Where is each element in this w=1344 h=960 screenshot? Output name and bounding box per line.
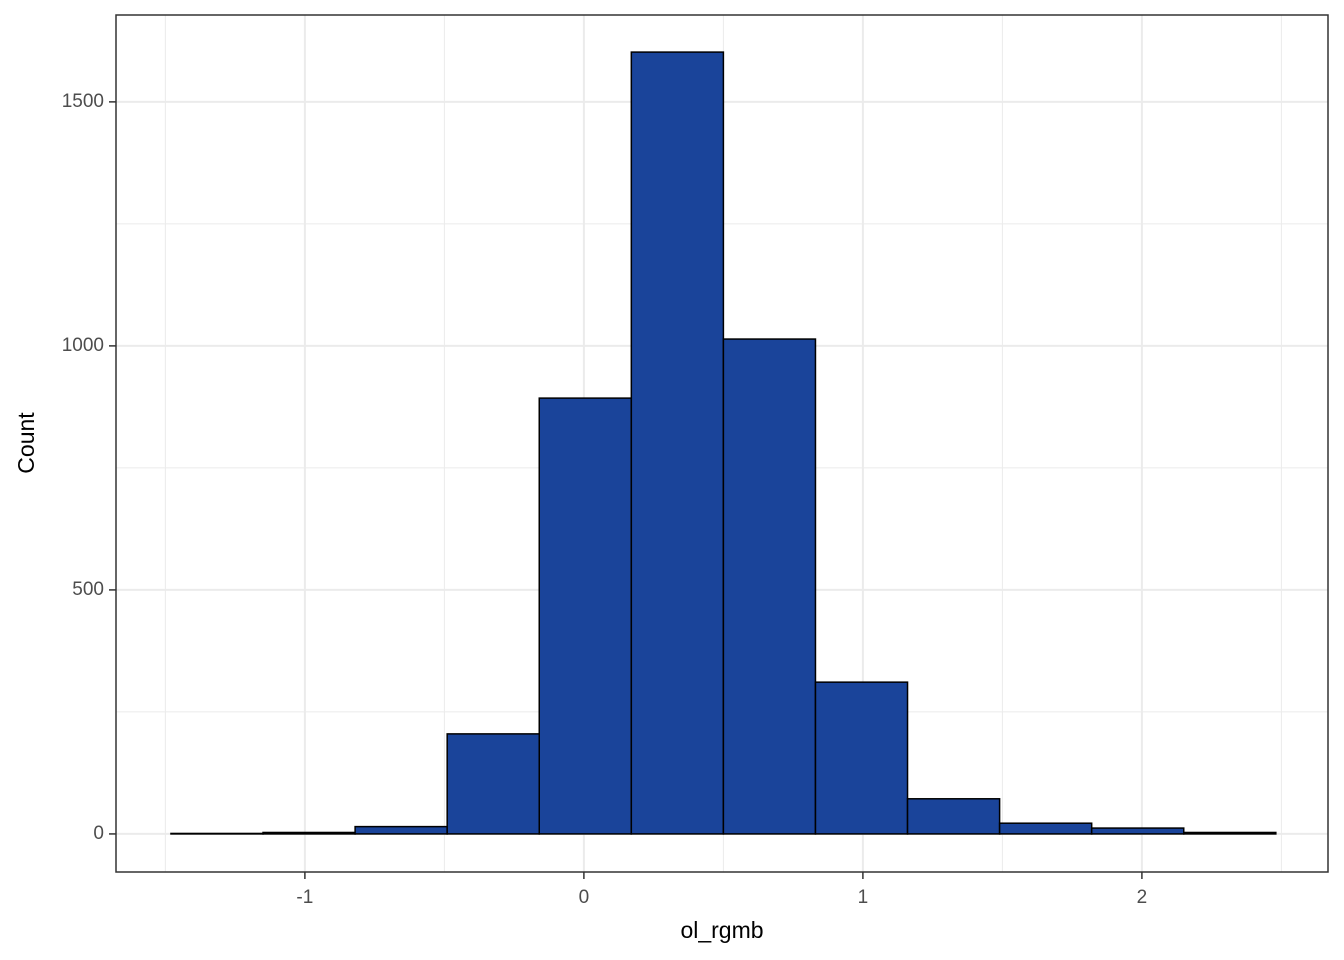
bar — [1183, 831, 1277, 835]
y-tick-label: 0 — [93, 823, 104, 844]
x-tick-label: -1 — [296, 887, 313, 908]
y-axis-label: Count — [13, 412, 39, 474]
bar — [354, 825, 448, 835]
bar — [1090, 827, 1185, 835]
y-tick-label: 1500 — [62, 91, 104, 112]
x-tick-label: 0 — [579, 887, 590, 908]
y-tick-label: 1000 — [62, 335, 104, 356]
bar — [446, 733, 541, 835]
bar — [906, 798, 1001, 835]
x-tick-label: 1 — [858, 887, 869, 908]
bar — [814, 681, 909, 835]
x-axis-label: ol_rgmb — [680, 917, 763, 943]
bar — [998, 822, 1093, 835]
y-tick-label: 500 — [72, 579, 104, 600]
x-tick-label: 2 — [1137, 887, 1148, 908]
bar — [722, 338, 817, 835]
bar — [538, 397, 633, 835]
bar — [630, 51, 725, 835]
panel-border — [115, 14, 1329, 873]
bar — [262, 831, 356, 835]
